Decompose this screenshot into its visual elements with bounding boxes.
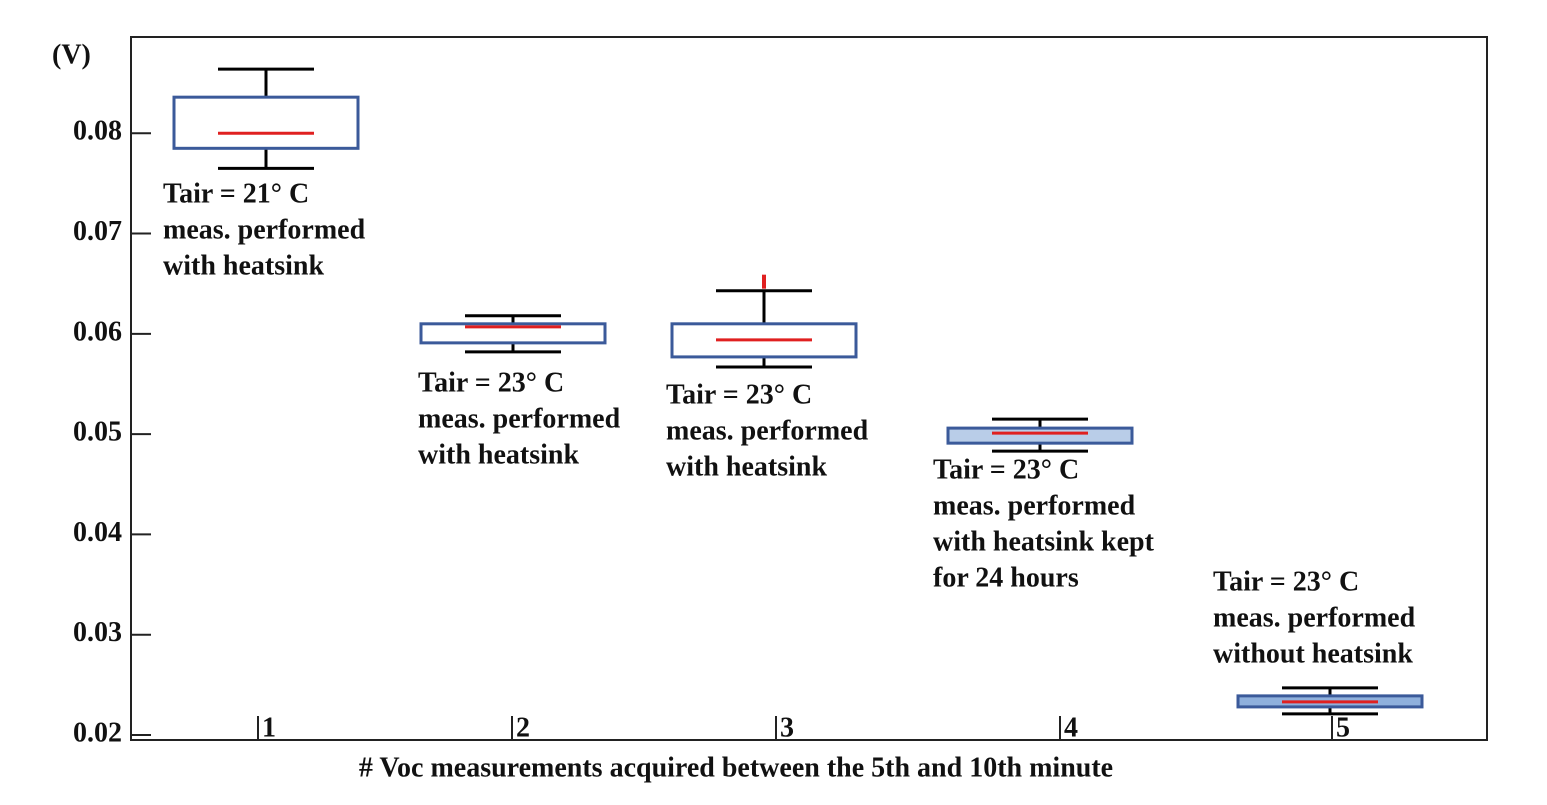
y-axis-label: (V) (52, 39, 91, 70)
annotation: Tair = 23° C (1213, 566, 1359, 597)
annotation: Tair = 23° C (666, 379, 812, 410)
annotation: meas. performed (1213, 602, 1416, 633)
annotation: with heatsink (666, 451, 827, 482)
y-tick-label: 0.02 (73, 717, 122, 748)
y-tick-label: 0.06 (73, 316, 122, 347)
annotation: with heatsink (418, 439, 579, 470)
annotation: with heatsink (163, 250, 324, 281)
y-tick-label: 0.05 (73, 417, 122, 448)
annotation: without heatsink (1213, 638, 1413, 669)
annotation: Tair = 21° C (163, 178, 309, 209)
annotation: for 24 hours (933, 562, 1079, 593)
x-axis-label: # Voc measurements acquired between the … (359, 752, 1113, 783)
box (946, 426, 1134, 445)
annotation: with heatsink kept (933, 526, 1155, 557)
y-tick-label: 0.03 (73, 617, 122, 648)
y-tick-label: 0.08 (73, 116, 122, 147)
annotation: meas. performed (418, 403, 621, 434)
annotation: meas. performed (933, 490, 1136, 521)
annotation: meas. performed (666, 415, 869, 446)
annotation: Tair = 23° C (933, 454, 1079, 485)
y-tick-label: 0.04 (73, 517, 122, 548)
x-tick-label: 1 (262, 712, 276, 743)
x-tick-label: 4 (1064, 712, 1078, 743)
annotation: Tair = 23° C (418, 367, 564, 398)
x-tick-label: 2 (516, 712, 530, 743)
annotation: meas. performed (163, 214, 366, 245)
plot-frame (130, 36, 1488, 741)
box (172, 95, 360, 150)
x-tick-label: 5 (1336, 712, 1350, 743)
box (419, 322, 607, 345)
y-tick-label: 0.07 (73, 216, 122, 247)
x-tick-label: 3 (780, 712, 794, 743)
